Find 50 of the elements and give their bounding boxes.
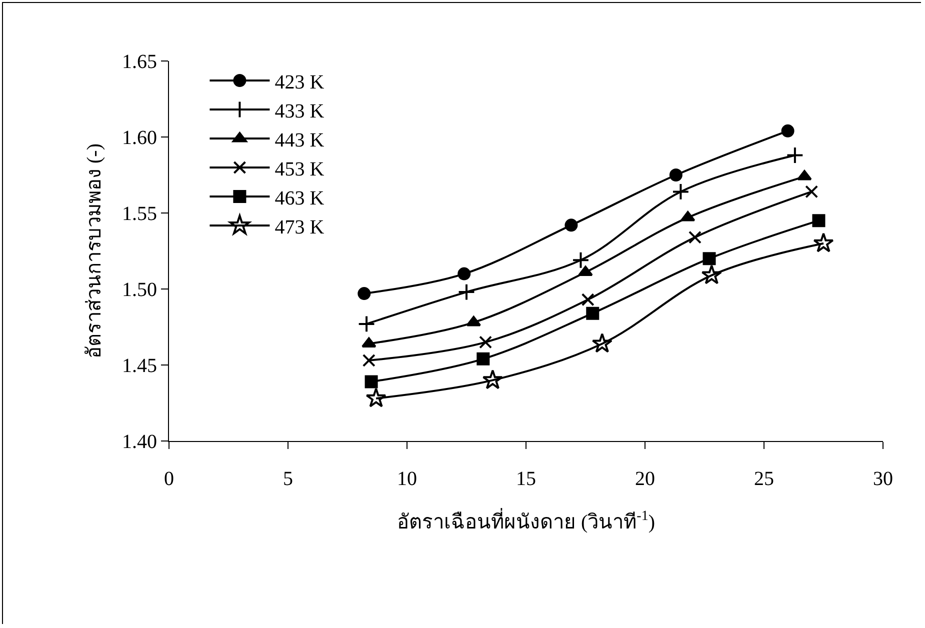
legend-label: 463 K bbox=[274, 187, 325, 210]
y-tick-label: 1.60 bbox=[122, 127, 157, 149]
point bbox=[358, 315, 376, 333]
x-axis-title: อัตราเฉือนที่ผนังดาย (วินาที$^{-1}$) bbox=[396, 508, 656, 534]
point bbox=[362, 354, 376, 367]
y-axis-title: อัตราส่วนการบวมพอง (-) bbox=[84, 144, 106, 358]
y-tick-label: 1.65 bbox=[122, 51, 157, 73]
point bbox=[578, 266, 593, 276]
point bbox=[812, 214, 826, 228]
point bbox=[362, 337, 376, 348]
point bbox=[572, 251, 590, 269]
point bbox=[688, 230, 702, 244]
x-tick-label: 25 bbox=[754, 468, 774, 490]
point bbox=[458, 283, 476, 301]
point bbox=[786, 146, 804, 164]
x-tick-label: 15 bbox=[516, 468, 536, 490]
legend-label: 423 K bbox=[274, 71, 325, 94]
y-tick-label: 1.40 bbox=[122, 431, 157, 453]
point bbox=[458, 267, 471, 280]
x-tick-label: 0 bbox=[164, 468, 174, 490]
point bbox=[479, 336, 492, 349]
legend-label: 453 K bbox=[274, 158, 325, 180]
point bbox=[364, 375, 378, 388]
point bbox=[781, 124, 794, 138]
point bbox=[669, 168, 682, 182]
point bbox=[358, 287, 371, 300]
point bbox=[592, 332, 612, 353]
x-tick-label: 10 bbox=[397, 468, 417, 490]
point bbox=[581, 293, 594, 306]
point bbox=[672, 183, 690, 200]
point bbox=[466, 316, 481, 326]
point bbox=[805, 185, 818, 198]
point bbox=[482, 369, 503, 390]
x-tick-label: 5 bbox=[283, 468, 293, 490]
point bbox=[564, 218, 578, 232]
point bbox=[701, 264, 722, 284]
point bbox=[702, 252, 716, 266]
point bbox=[586, 306, 600, 320]
y-tick-label: 1.50 bbox=[122, 279, 157, 301]
legend-label: 433 K bbox=[274, 100, 325, 122]
point bbox=[813, 232, 834, 252]
point bbox=[476, 352, 490, 366]
y-tick-label: 1.55 bbox=[122, 203, 157, 225]
legend-label: 443 K bbox=[274, 129, 325, 152]
legend-label: 473 K bbox=[274, 216, 325, 238]
point bbox=[797, 170, 812, 180]
point bbox=[366, 388, 386, 408]
x-tick-label: 30 bbox=[873, 468, 893, 490]
x-tick-label: 20 bbox=[635, 468, 655, 490]
y-tick-label: 1.45 bbox=[122, 355, 157, 377]
